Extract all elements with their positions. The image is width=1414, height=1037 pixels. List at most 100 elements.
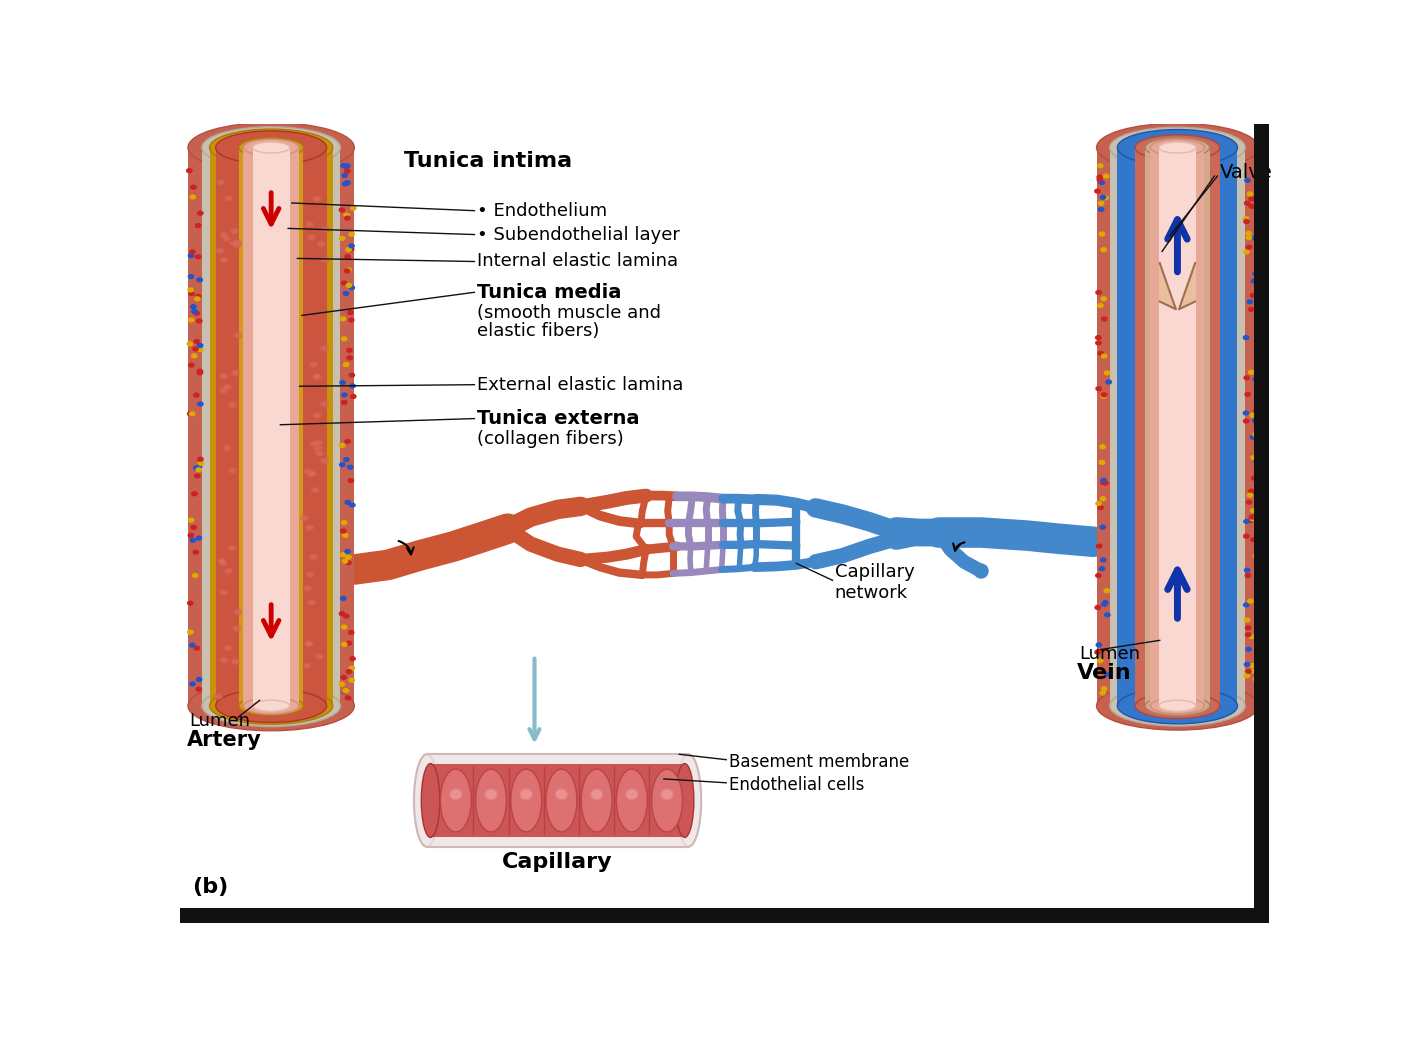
Ellipse shape xyxy=(188,288,194,291)
Ellipse shape xyxy=(198,461,204,466)
Ellipse shape xyxy=(1251,509,1256,513)
Ellipse shape xyxy=(194,466,199,470)
Ellipse shape xyxy=(1145,138,1210,158)
Ellipse shape xyxy=(194,311,199,315)
Ellipse shape xyxy=(346,670,352,674)
Text: External elastic lamina: External elastic lamina xyxy=(477,375,683,394)
Ellipse shape xyxy=(1244,201,1250,205)
Ellipse shape xyxy=(191,526,197,529)
Ellipse shape xyxy=(303,664,311,669)
Ellipse shape xyxy=(301,515,308,521)
Ellipse shape xyxy=(1249,635,1254,639)
Ellipse shape xyxy=(195,224,201,227)
Ellipse shape xyxy=(345,696,351,700)
Ellipse shape xyxy=(475,769,506,832)
Ellipse shape xyxy=(1099,201,1104,205)
Ellipse shape xyxy=(198,347,204,352)
Bar xyxy=(1159,147,1196,706)
Ellipse shape xyxy=(341,625,346,628)
Ellipse shape xyxy=(339,208,345,212)
Ellipse shape xyxy=(351,394,356,398)
Ellipse shape xyxy=(1099,352,1103,356)
Bar xyxy=(1097,147,1258,706)
Ellipse shape xyxy=(1251,538,1256,541)
Ellipse shape xyxy=(348,318,354,321)
Ellipse shape xyxy=(556,789,567,800)
Ellipse shape xyxy=(189,682,195,685)
Ellipse shape xyxy=(520,789,533,800)
Bar xyxy=(253,147,290,706)
Ellipse shape xyxy=(194,646,199,650)
Ellipse shape xyxy=(510,769,542,832)
Ellipse shape xyxy=(1103,481,1109,485)
Ellipse shape xyxy=(349,666,355,670)
Ellipse shape xyxy=(1253,677,1258,681)
Bar xyxy=(216,147,327,706)
Ellipse shape xyxy=(1244,220,1249,223)
Bar xyxy=(1254,124,1270,923)
Ellipse shape xyxy=(1100,195,1106,199)
Ellipse shape xyxy=(198,402,204,405)
Ellipse shape xyxy=(230,228,239,234)
Ellipse shape xyxy=(348,479,354,482)
Ellipse shape xyxy=(314,446,321,451)
Ellipse shape xyxy=(1246,670,1251,673)
Ellipse shape xyxy=(310,362,318,367)
Ellipse shape xyxy=(346,248,352,251)
Text: Basement membrane: Basement membrane xyxy=(728,753,909,770)
Ellipse shape xyxy=(1102,297,1106,301)
Ellipse shape xyxy=(305,642,312,647)
Ellipse shape xyxy=(1250,516,1256,521)
Ellipse shape xyxy=(314,413,321,418)
Ellipse shape xyxy=(1243,336,1249,339)
Ellipse shape xyxy=(1251,236,1257,240)
Ellipse shape xyxy=(1094,606,1100,610)
Ellipse shape xyxy=(1246,626,1251,629)
Bar xyxy=(430,763,684,838)
Text: Vein: Vein xyxy=(1077,664,1133,683)
Ellipse shape xyxy=(233,243,240,248)
Ellipse shape xyxy=(450,789,462,800)
Ellipse shape xyxy=(315,451,322,456)
Ellipse shape xyxy=(344,214,349,217)
Ellipse shape xyxy=(1243,602,1249,607)
Ellipse shape xyxy=(1117,130,1237,166)
Ellipse shape xyxy=(1104,672,1110,676)
Ellipse shape xyxy=(346,556,351,559)
Ellipse shape xyxy=(216,131,327,164)
Ellipse shape xyxy=(221,232,228,237)
Polygon shape xyxy=(1159,263,1176,309)
Ellipse shape xyxy=(1254,458,1260,463)
Ellipse shape xyxy=(1249,307,1254,311)
Ellipse shape xyxy=(1102,317,1107,320)
Ellipse shape xyxy=(223,385,230,390)
Ellipse shape xyxy=(1100,691,1106,695)
Ellipse shape xyxy=(349,503,355,507)
Ellipse shape xyxy=(1102,478,1106,482)
Ellipse shape xyxy=(342,533,348,537)
Ellipse shape xyxy=(1135,693,1220,719)
Text: Endothelial cells: Endothelial cells xyxy=(728,776,864,794)
Ellipse shape xyxy=(421,763,440,838)
Ellipse shape xyxy=(219,388,228,393)
Text: • Subendothelial layer: • Subendothelial layer xyxy=(477,226,680,244)
Ellipse shape xyxy=(346,641,352,645)
Ellipse shape xyxy=(341,337,346,341)
Ellipse shape xyxy=(1103,600,1109,605)
Ellipse shape xyxy=(344,291,349,296)
Text: • Endothelium: • Endothelium xyxy=(477,201,607,220)
Ellipse shape xyxy=(1250,664,1254,668)
Ellipse shape xyxy=(351,206,356,211)
Ellipse shape xyxy=(187,342,192,345)
Ellipse shape xyxy=(1100,445,1106,449)
Ellipse shape xyxy=(1097,123,1258,172)
Text: elastic fibers): elastic fibers) xyxy=(477,321,600,340)
Ellipse shape xyxy=(188,254,194,257)
Ellipse shape xyxy=(346,561,351,565)
Ellipse shape xyxy=(1099,180,1104,185)
Ellipse shape xyxy=(345,440,351,443)
Ellipse shape xyxy=(218,558,226,564)
Ellipse shape xyxy=(239,138,304,158)
Ellipse shape xyxy=(312,373,321,380)
Ellipse shape xyxy=(198,457,204,461)
